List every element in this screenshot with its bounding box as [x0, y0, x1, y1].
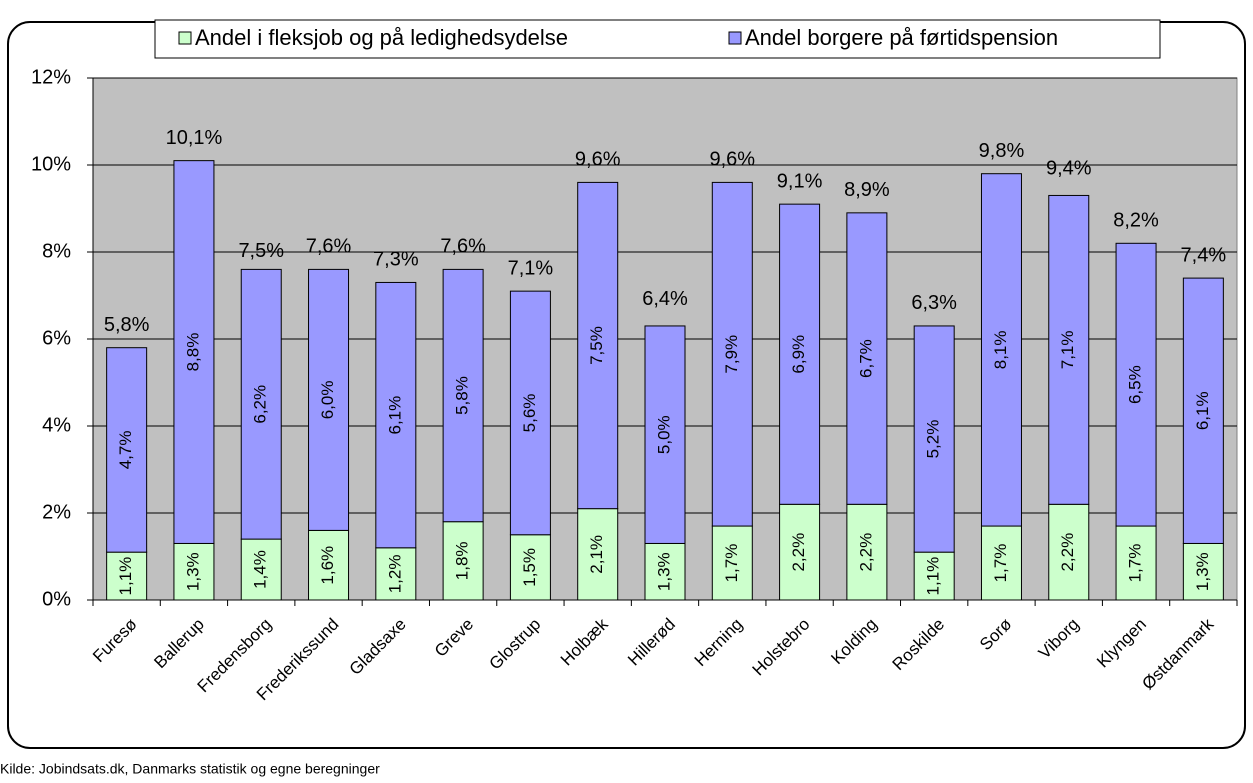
- bar-segment: [779, 203, 821, 505]
- segment-label: 5,8%: [453, 376, 472, 415]
- legend-label: Andel borgere på førtidspension: [745, 25, 1058, 50]
- legend-swatch: [178, 31, 192, 45]
- segment-label: 5,0%: [654, 415, 673, 454]
- bar-segment: [240, 538, 282, 601]
- total-label: 10,1%: [166, 127, 223, 149]
- bar-segment: [980, 173, 1022, 527]
- segment-label: 1,7%: [991, 544, 1010, 583]
- y-tick-label: 12%: [31, 66, 71, 88]
- bar-segment: [779, 503, 821, 601]
- segment-label: 1,6%: [318, 546, 337, 585]
- segment-label: 1,1%: [116, 557, 135, 596]
- bar-segment: [644, 325, 686, 544]
- segment-label: 1,4%: [251, 550, 270, 589]
- segment-label: 1,5%: [520, 548, 539, 587]
- total-label: 7,1%: [508, 257, 554, 279]
- bar-segment: [1115, 242, 1157, 527]
- bar-segment: [173, 160, 215, 544]
- bar-segment: [980, 525, 1022, 601]
- y-tick-label: 6%: [42, 327, 71, 349]
- segment-label: 2,1%: [587, 535, 606, 574]
- bar-segment: [442, 521, 484, 601]
- bar-segment: [509, 290, 551, 536]
- bar-segment: [913, 551, 955, 601]
- y-tick-label: 2%: [42, 501, 71, 523]
- total-label: 6,3%: [911, 292, 957, 314]
- total-label: 7,6%: [440, 236, 486, 258]
- segment-label: 7,9%: [722, 335, 741, 374]
- segment-label: 5,2%: [924, 420, 943, 459]
- segment-label: 2,2%: [789, 533, 808, 572]
- legend: [154, 19, 1161, 59]
- segment-label: 8,1%: [991, 331, 1010, 370]
- bar-segment: [711, 525, 753, 601]
- y-tick-label: 8%: [42, 240, 71, 262]
- segment-label: 2,2%: [1058, 533, 1077, 572]
- bar-segment: [375, 547, 417, 601]
- segment-label: 6,7%: [856, 339, 875, 378]
- legend-label: Andel i fleksjob og på ledighedsydelse: [195, 25, 568, 50]
- total-label: 9,6%: [575, 149, 621, 171]
- total-label: 8,2%: [1113, 210, 1159, 232]
- total-label: 9,4%: [1046, 157, 1092, 179]
- segment-label: 6,2%: [251, 385, 270, 424]
- bar-segment: [1115, 525, 1157, 601]
- segment-label: 6,1%: [1193, 391, 1212, 430]
- bar-segment: [308, 529, 350, 601]
- segment-label: 6,0%: [318, 381, 337, 420]
- bar-segment: [711, 181, 753, 527]
- bar-segment: [1048, 503, 1090, 601]
- bar-segment: [913, 325, 955, 553]
- total-label: 8,9%: [844, 179, 890, 201]
- bar-segment: [577, 508, 619, 601]
- total-label: 7,5%: [238, 240, 284, 262]
- source: Kilde: Jobindsats.dk, Danmarks statistik…: [0, 761, 380, 777]
- bar-segment: [846, 212, 888, 505]
- y-tick-label: 4%: [42, 414, 71, 436]
- bar-segment: [240, 268, 282, 540]
- total-label: 9,6%: [709, 149, 755, 171]
- segment-label: 1,3%: [654, 552, 673, 591]
- segment-label: 6,1%: [385, 396, 404, 435]
- segment-label: 4,7%: [116, 431, 135, 470]
- segment-label: 1,3%: [183, 552, 202, 591]
- bar-segment: [1182, 542, 1224, 601]
- bar-segment: [577, 181, 619, 510]
- bar-segment: [308, 268, 350, 531]
- bar-segment: [106, 551, 148, 601]
- y-tick-label: 0%: [42, 588, 71, 610]
- bar-segment: [509, 534, 551, 601]
- segment-label: 1,2%: [385, 555, 404, 594]
- segment-label: 2,2%: [856, 533, 875, 572]
- y-tick-label: 10%: [31, 153, 71, 175]
- segment-label: 5,6%: [520, 394, 539, 433]
- bar-segment: [106, 347, 148, 553]
- segment-label: 1,3%: [1193, 552, 1212, 591]
- bar-segment: [1048, 194, 1090, 505]
- bar-segment: [375, 281, 417, 549]
- segment-label: 7,1%: [1058, 331, 1077, 370]
- total-label: 9,8%: [979, 140, 1025, 162]
- bar-segment: [1182, 277, 1224, 544]
- segment-label: 7,5%: [587, 326, 606, 365]
- bar-segment: [846, 503, 888, 601]
- segment-label: 1,7%: [1126, 544, 1145, 583]
- segment-label: 1,7%: [722, 544, 741, 583]
- legend-swatch: [728, 31, 742, 45]
- total-label: 5,8%: [104, 314, 150, 336]
- segment-label: 6,5%: [1126, 365, 1145, 404]
- bar-segment: [442, 268, 484, 523]
- segment-label: 6,9%: [789, 335, 808, 374]
- segment-label: 8,8%: [183, 333, 202, 372]
- total-label: 9,1%: [777, 170, 823, 192]
- segment-label: 1,8%: [453, 541, 472, 580]
- total-label: 7,6%: [306, 236, 352, 258]
- total-label: 6,4%: [642, 288, 688, 310]
- total-label: 7,4%: [1181, 244, 1227, 266]
- segment-label: 1,1%: [924, 557, 943, 596]
- total-label: 7,3%: [373, 249, 419, 271]
